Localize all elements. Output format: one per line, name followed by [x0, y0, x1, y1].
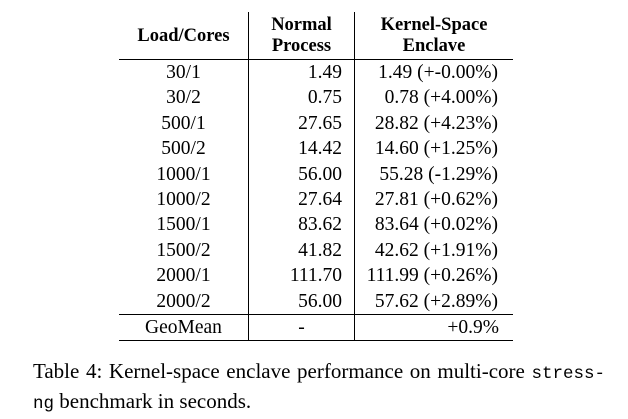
normal-process-cell: 56.00 [248, 161, 355, 188]
caption-label: Table 4: [33, 359, 103, 383]
normal-process-cell: 14.42 [248, 136, 355, 162]
caption-text-before: Kernel-space enclave performance on mult… [108, 359, 525, 383]
normal-process-cell: 83.62 [248, 212, 355, 238]
table-row: 30/1 1.49 1.49 (+-0.00%) [119, 59, 513, 86]
kernel-enclave-cell: 111.99 (+0.26%) [366, 265, 498, 287]
results-table: Load/Cores Normal Process Kernel-Space Enc… [119, 12, 513, 342]
load-cores-cell: 1500/1 [119, 212, 249, 238]
normal-process-cell: 56.00 [248, 288, 355, 315]
kernel-enclave-cell: 57.62 (+2.89%) [374, 290, 498, 312]
table-row: 500/1 27.65 28.82 (+4.23%) [119, 110, 513, 137]
table-row: 2000/1 111.70 111.99 (+0.26%) [119, 263, 513, 289]
table-body: 30/1 1.49 1.49 (+-0.00%) 30/2 0.75 0.78 (+4.0… [119, 59, 513, 315]
table-row: 2000/2 56.00 57.62 (+2.89%) [119, 288, 513, 315]
normal-process-cell: 0.75 [248, 85, 355, 111]
caption-code: stress-ng [33, 364, 605, 414]
kernel-enclave-cell: 14.60 (+1.25%) [374, 138, 498, 160]
load-cores-cell: 2000/2 [119, 288, 249, 315]
load-cores-cell: 30/2 [119, 85, 249, 111]
kernel-enclave-cell: 1.49 (+-0.00%) [378, 62, 498, 83]
kernel-enclave-cell: 55.28 (-1.29%) [379, 163, 498, 185]
table-row: 1000/1 56.00 55.28 (-1.29%) [119, 161, 513, 188]
normal-process-cell: 27.64 [248, 187, 355, 213]
geomean-normal-cell: - [248, 314, 355, 342]
kernel-enclave-cell: 83.64 (+0.02%) [374, 214, 498, 236]
header-normal-process-label: Normal Process [271, 15, 332, 56]
normal-process-cell: 1.49 [248, 59, 355, 86]
load-cores-cell: 30/1 [119, 59, 249, 86]
header-load-cores-label: Load/Cores [137, 25, 230, 46]
load-cores-cell: 2000/1 [119, 263, 249, 289]
table-row: 30/2 0.75 0.78 (+4.00%) [119, 85, 513, 111]
load-cores-cell: 500/2 [119, 136, 249, 162]
table-row: 1500/2 41.82 42.62 (+1.91%) [119, 237, 513, 264]
header-kernel-space-enclave-label: Kernel-Space Enclave [380, 15, 488, 56]
load-cores-cell: 1000/2 [119, 187, 249, 213]
header-normal-process: Normal Process [248, 12, 355, 60]
table-header-row: Load/Cores Normal Process Kernel-Space Enc… [119, 12, 513, 60]
geomean-row: GeoMean - +0.9% [119, 314, 513, 342]
normal-process-cell: 27.65 [248, 110, 355, 137]
header-kernel-space-enclave: Kernel-Space Enclave [355, 12, 514, 60]
kernel-enclave-cell: 28.82 (+4.23%) [374, 112, 498, 134]
table-caption: Table 4: Kernel-space enclave performanc… [33, 358, 605, 418]
kernel-enclave-cell: 42.62 (+1.91%) [374, 239, 498, 261]
kernel-enclave-cell: 27.81 (+0.62%) [374, 189, 498, 211]
table-row: 500/2 14.42 14.60 (+1.25%) [119, 136, 513, 162]
normal-process-cell: 111.70 [248, 263, 355, 289]
results-table-container: Load/Cores Normal Process Kernel-Space Enc… [119, 12, 513, 342]
table-row: 1500/1 83.62 83.64 (+0.02%) [119, 212, 513, 238]
header-load-cores: Load/Cores [119, 12, 249, 60]
geomean-label-cell: GeoMean [119, 314, 249, 342]
load-cores-cell: 1500/2 [119, 237, 249, 264]
kernel-enclave-cell: 0.78 (+4.00%) [384, 87, 498, 109]
normal-process-cell: 41.82 [248, 237, 355, 264]
load-cores-cell: 500/1 [119, 110, 249, 137]
caption-text-after: benchmark in seconds. [59, 389, 252, 413]
geomean-enclave-cell: +0.9% [354, 314, 513, 342]
load-cores-cell: 1000/1 [119, 161, 249, 188]
table-row: 1000/2 27.64 27.81 (+0.62%) [119, 187, 513, 213]
